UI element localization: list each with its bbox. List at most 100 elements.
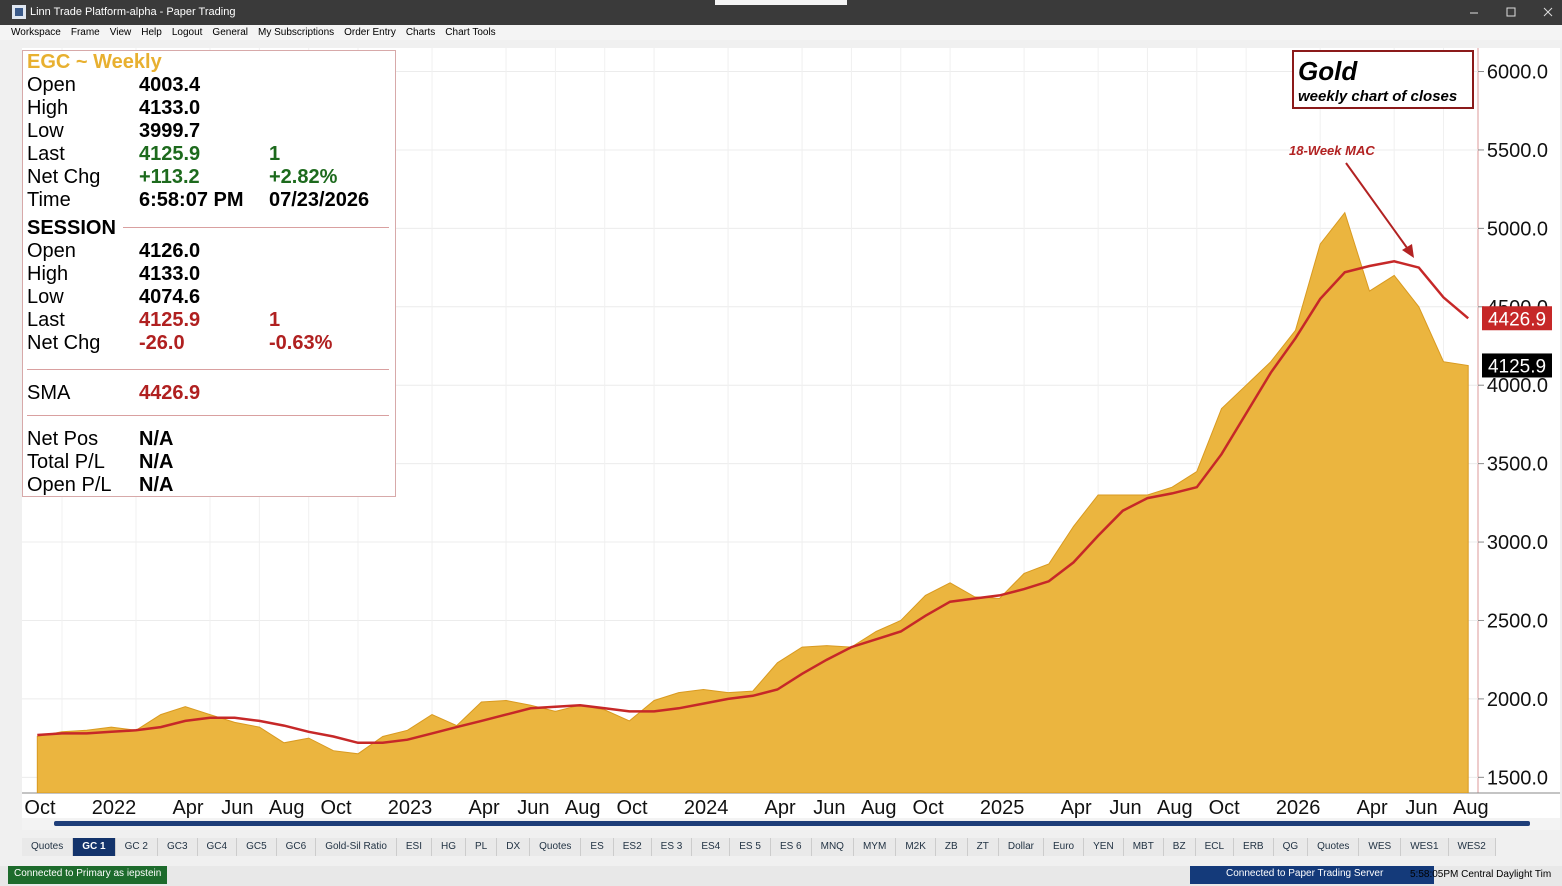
- symbol-tab[interactable]: GC 1: [73, 838, 116, 856]
- x-tick-label: Aug: [1453, 797, 1489, 819]
- symbol-tab[interactable]: YEN: [1084, 838, 1124, 856]
- value: 4003.4: [139, 74, 201, 96]
- extra: 07/23/2026: [269, 189, 370, 211]
- symbol-tab[interactable]: ES4: [692, 838, 731, 856]
- label: Open P/L: [27, 474, 112, 496]
- server-status: Connected to Paper Trading Server: [1190, 866, 1434, 884]
- value: 4426.9: [139, 382, 201, 404]
- symbol-tab[interactable]: ES 6: [770, 838, 812, 856]
- x-tick-label: 2025: [980, 797, 1025, 819]
- y-tick-label: 6000.0: [1487, 62, 1548, 84]
- label: Low: [27, 120, 64, 142]
- label: Time: [27, 189, 71, 211]
- symbol-tab[interactable]: ES2: [613, 838, 652, 856]
- chart-subtitle: weekly chart of closes: [1298, 88, 1457, 105]
- symbol-tab[interactable]: ES 5: [730, 838, 771, 856]
- symbol-tab[interactable]: GC 2: [115, 838, 158, 856]
- menu-item[interactable]: Chart Tools: [445, 27, 496, 38]
- last-value-marker: [1482, 306, 1552, 331]
- menu-item[interactable]: Workspace: [11, 27, 61, 38]
- symbol-tab[interactable]: WES2: [1448, 838, 1496, 856]
- x-tick-label: Apr: [468, 797, 499, 819]
- menu-bar: Workspace Frame View Help Logout General My Su…: [0, 25, 1562, 40]
- symbol-tab[interactable]: M2K: [896, 838, 936, 856]
- window-title: Linn Trade Platform-alpha - Paper Tradin…: [30, 6, 236, 18]
- symbol-tab[interactable]: ES 3: [651, 838, 693, 856]
- drag-handle: [715, 0, 847, 5]
- menu-item[interactable]: Frame: [70, 27, 100, 38]
- x-tick-label: Jun: [1109, 797, 1141, 819]
- menu-item[interactable]: View: [109, 27, 132, 38]
- annotation-arrow: [1345, 162, 1411, 253]
- value: 4133.0: [139, 97, 201, 119]
- scrollbar-thumb[interactable]: [54, 821, 1530, 826]
- x-tick-label: Aug: [565, 797, 601, 819]
- symbol-tab[interactable]: WES: [1359, 838, 1402, 856]
- y-tick-label: 2500.0: [1487, 610, 1548, 632]
- symbol-tab[interactable]: GC6: [276, 838, 317, 856]
- menu-item[interactable]: General: [212, 27, 248, 38]
- value: +113.2: [139, 166, 200, 188]
- symbol-tab[interactable]: HG: [432, 838, 467, 856]
- symbol-tab[interactable]: ECL: [1195, 838, 1235, 856]
- symbol-tab[interactable]: WES1: [1401, 838, 1449, 856]
- extra: 1: [269, 309, 281, 331]
- status-bar: Connected to Primary as iepstein Connect…: [0, 866, 1562, 886]
- symbol-tab[interactable]: MBT: [1123, 838, 1164, 856]
- title-box: [1292, 50, 1474, 109]
- value: -26.0: [139, 332, 185, 354]
- symbol-tab[interactable]: ZT: [967, 838, 999, 856]
- symbol-tab[interactable]: Quotes: [1308, 838, 1360, 856]
- symbol-tab[interactable]: BZ: [1163, 838, 1196, 856]
- symbol-tab[interactable]: DX: [497, 838, 531, 856]
- menu-item[interactable]: Logout: [171, 27, 203, 38]
- menu-item[interactable]: Charts: [405, 27, 436, 38]
- label: Open: [27, 74, 76, 96]
- x-tick-label: Oct: [24, 797, 56, 819]
- symbol-tab[interactable]: Dollar: [998, 838, 1044, 856]
- symbol-tab[interactable]: QG: [1273, 838, 1309, 856]
- value: N/A: [139, 428, 174, 450]
- x-tick-label: 2023: [388, 797, 433, 819]
- symbol-tab[interactable]: ESI: [396, 838, 433, 856]
- price-area: [36, 211, 1469, 793]
- annotation: 18-Week MAC: [1289, 143, 1375, 158]
- panel-title: EGC ~ Weekly: [27, 51, 162, 73]
- app-icon: [12, 5, 26, 19]
- extra: 1: [269, 143, 281, 165]
- window-controls[interactable]: [1462, 0, 1562, 25]
- symbol-tab[interactable]: Quotes: [530, 838, 582, 856]
- y-tick-label: 3000.0: [1487, 532, 1548, 554]
- x-tick-label: Oct: [913, 797, 945, 819]
- symbol-tab[interactable]: ERB: [1234, 838, 1274, 856]
- symbol-tab[interactable]: ZB: [935, 838, 968, 856]
- symbol-tab[interactable]: Gold-Sil Ratio: [316, 838, 397, 856]
- x-tick-label: Aug: [269, 797, 305, 819]
- section-title: SESSION: [27, 217, 116, 239]
- x-tick-label: 2026: [1276, 797, 1321, 819]
- value: N/A: [139, 474, 174, 496]
- menu-item[interactable]: Help: [141, 27, 162, 38]
- symbol-tab[interactable]: GC5: [237, 838, 277, 856]
- extra: -0.63%: [269, 332, 333, 354]
- label: Total P/L: [27, 451, 105, 473]
- y-tick-label: 1500.0: [1487, 767, 1548, 789]
- separator: [123, 227, 389, 228]
- symbol-tab[interactable]: GC3: [157, 838, 198, 856]
- label: Low: [27, 286, 64, 308]
- value: 6:58:07 PM: [139, 189, 244, 211]
- menu-item[interactable]: My Subscriptions: [258, 27, 335, 38]
- symbol-tab[interactable]: MYM: [853, 838, 897, 856]
- symbol-tab[interactable]: PL: [466, 838, 498, 856]
- last-value-label: 4426.9: [1488, 309, 1546, 330]
- x-tick-label: Aug: [861, 797, 897, 819]
- symbol-tab[interactable]: GC4: [197, 838, 238, 856]
- menu-item[interactable]: Order Entry: [344, 27, 396, 38]
- symbol-tab[interactable]: MNQ: [811, 838, 854, 856]
- symbol-tab[interactable]: Euro: [1044, 838, 1085, 856]
- label: Net Pos: [27, 428, 99, 450]
- y-tick-label: 4000.0: [1487, 375, 1548, 397]
- symbol-tab[interactable]: Quotes: [22, 838, 74, 856]
- symbol-tab[interactable]: ES: [581, 838, 614, 856]
